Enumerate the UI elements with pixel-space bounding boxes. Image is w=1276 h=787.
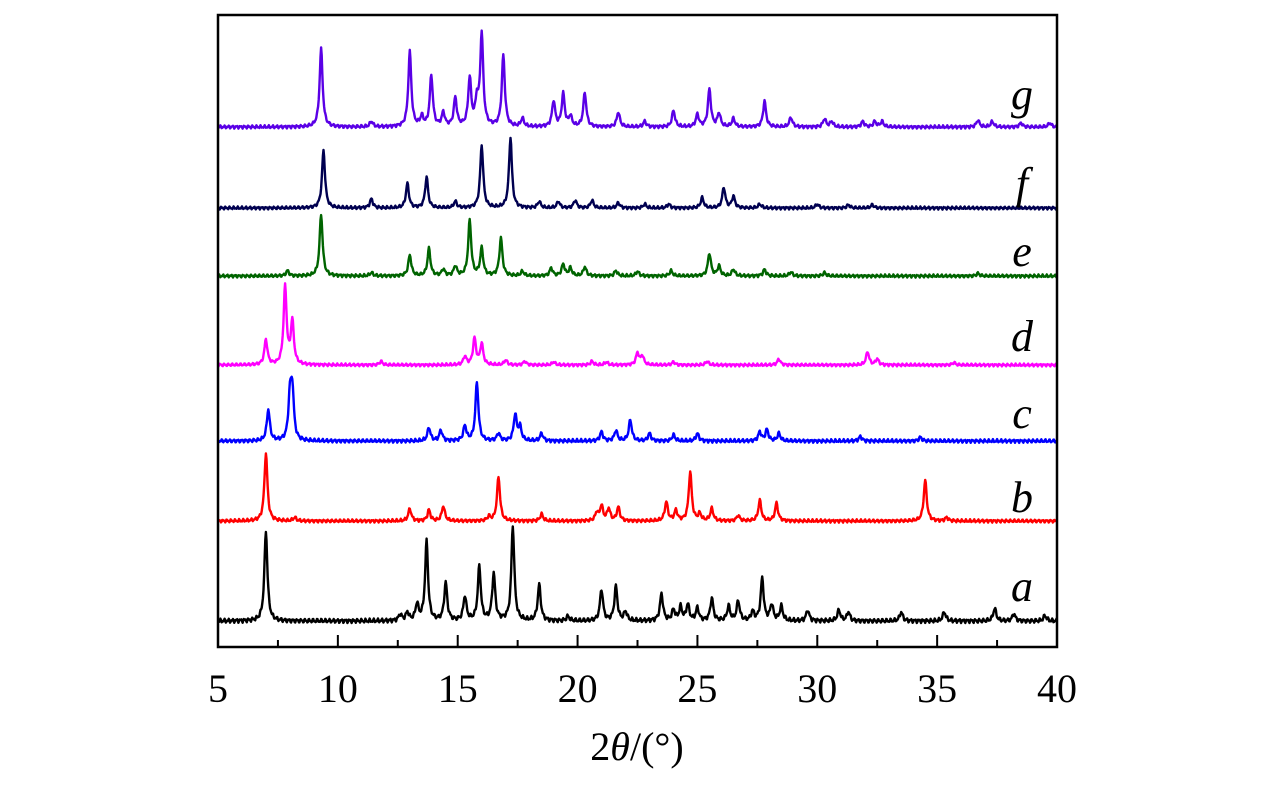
series-line-d bbox=[217, 282, 1058, 368]
x-axis-title-unit: /(°) bbox=[630, 724, 684, 769]
series-line-e bbox=[216, 213, 1058, 279]
series-traces bbox=[216, 29, 1059, 625]
series-line-f bbox=[217, 136, 1059, 211]
x-tick-label-20: 20 bbox=[558, 666, 598, 711]
series-label-f: f bbox=[1016, 159, 1034, 208]
series-label-g: g bbox=[1011, 70, 1033, 119]
plot-frame bbox=[216, 13, 1059, 649]
series-label-e: e bbox=[1012, 227, 1032, 276]
x-tick-label-40: 40 bbox=[1037, 666, 1077, 711]
x-axis-title: 2θ/(°) bbox=[590, 724, 683, 769]
x-tick-label-10: 10 bbox=[318, 666, 358, 711]
series-line-b bbox=[217, 452, 1059, 524]
x-axis-ticks bbox=[217, 635, 1058, 647]
x-tick-label-5: 5 bbox=[208, 666, 228, 711]
series-label-c: c bbox=[1012, 389, 1032, 438]
x-axis-tick-labels: 5 10 15 20 25 30 35 40 bbox=[208, 666, 1077, 711]
x-axis-title-prefix: 2 bbox=[590, 724, 610, 769]
series-line-a bbox=[217, 525, 1059, 625]
series-label-a: a bbox=[1011, 562, 1033, 611]
x-tick-label-30: 30 bbox=[797, 666, 837, 711]
x-tick-label-15: 15 bbox=[438, 666, 478, 711]
x-axis-title-symbol: θ bbox=[610, 724, 630, 769]
x-tick-label-35: 35 bbox=[917, 666, 957, 711]
series-label-d: d bbox=[1011, 312, 1034, 361]
series-line-g bbox=[217, 29, 1058, 130]
series-label-b: b bbox=[1011, 473, 1033, 522]
x-tick-label-25: 25 bbox=[677, 666, 717, 711]
series-line-c bbox=[216, 375, 1058, 444]
